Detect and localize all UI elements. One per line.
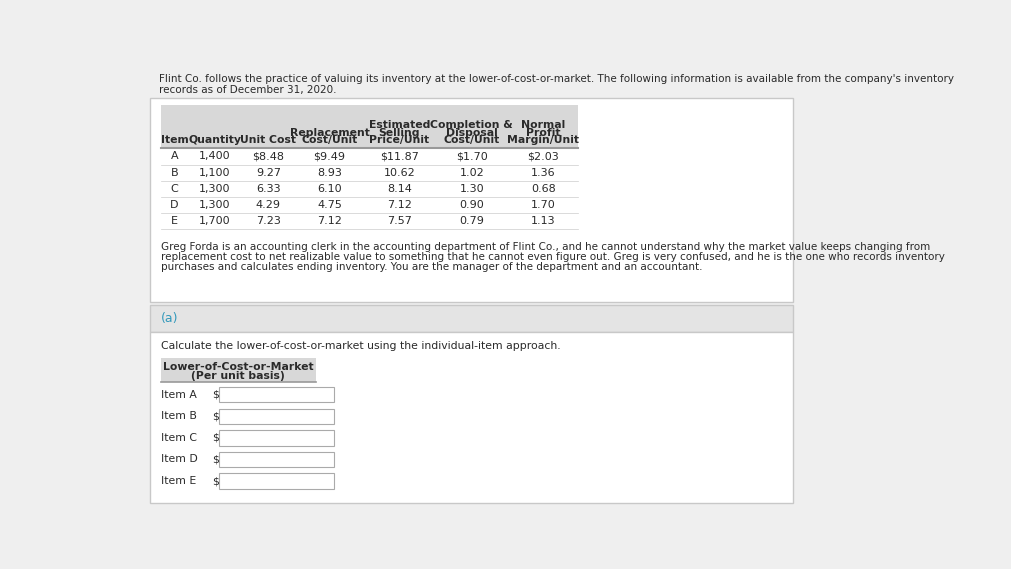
Text: 1.13: 1.13 (531, 216, 555, 226)
Bar (150, 332, 793, 502)
Text: 1.30: 1.30 (459, 184, 483, 194)
Text: 0.79: 0.79 (459, 216, 483, 226)
Text: 1,300: 1,300 (199, 200, 231, 210)
Text: Lower-of-Cost-or-Market: Lower-of-Cost-or-Market (163, 362, 313, 372)
Text: $: $ (211, 390, 218, 400)
Text: B: B (171, 168, 178, 178)
Text: purchases and calculates ending inventory. You are the manager of the department: purchases and calculates ending inventor… (161, 262, 702, 271)
Bar (219, 387, 334, 402)
Text: 1,100: 1,100 (199, 168, 231, 178)
Text: Item D: Item D (161, 455, 197, 464)
Text: C: C (171, 184, 178, 194)
Text: Item A: Item A (161, 390, 196, 400)
Text: 0.90: 0.90 (459, 200, 483, 210)
Text: 8.14: 8.14 (386, 184, 411, 194)
Text: Cost/Unit: Cost/Unit (301, 135, 357, 145)
Text: 7.23: 7.23 (256, 216, 280, 226)
Text: Unit Cost: Unit Cost (240, 135, 296, 145)
Bar (161, 197, 577, 213)
Text: $11.87: $11.87 (379, 151, 419, 162)
Text: Estimated: Estimated (368, 120, 430, 130)
Text: Quantity: Quantity (188, 135, 241, 145)
Text: Profit: Profit (526, 127, 560, 138)
Text: $: $ (211, 411, 218, 421)
Bar (219, 452, 334, 467)
Bar (150, 306, 793, 332)
Text: 0.68: 0.68 (531, 184, 555, 194)
Text: 6.10: 6.10 (316, 184, 342, 194)
Bar (219, 430, 334, 446)
Text: 6.33: 6.33 (256, 184, 280, 194)
Bar (219, 409, 334, 424)
Text: 9.27: 9.27 (256, 168, 280, 178)
Text: (Per unit basis): (Per unit basis) (191, 371, 285, 381)
Text: 1.02: 1.02 (459, 168, 483, 178)
Text: 1,300: 1,300 (199, 184, 231, 194)
Text: E: E (171, 216, 178, 226)
Text: Item B: Item B (161, 411, 196, 421)
Text: replacement cost to net realizable value to something that he cannot even figure: replacement cost to net realizable value… (161, 251, 943, 262)
Text: 1.70: 1.70 (531, 200, 555, 210)
Text: 1,700: 1,700 (199, 216, 231, 226)
Text: Cost/Unit: Cost/Unit (443, 135, 499, 145)
Text: 7.12: 7.12 (386, 200, 411, 210)
Text: Completion &: Completion & (430, 120, 513, 130)
Text: 1,400: 1,400 (199, 151, 231, 162)
Text: Item: Item (161, 135, 188, 145)
Bar (161, 181, 577, 197)
Text: Normal: Normal (521, 120, 565, 130)
Text: Calculate the lower-of-cost-or-market using the individual-item approach.: Calculate the lower-of-cost-or-market us… (161, 341, 560, 351)
Bar (161, 105, 577, 149)
Text: Margin/Unit: Margin/Unit (507, 135, 579, 145)
Text: Item C: Item C (161, 433, 196, 443)
Text: $: $ (211, 476, 218, 486)
Text: Price/Unit: Price/Unit (369, 135, 429, 145)
Text: 10.62: 10.62 (383, 168, 415, 178)
Text: 1.36: 1.36 (531, 168, 555, 178)
Bar (161, 164, 577, 181)
Bar (161, 149, 577, 164)
Text: A: A (171, 151, 178, 162)
Text: 4.75: 4.75 (316, 200, 342, 210)
Text: 7.57: 7.57 (386, 216, 411, 226)
Text: $2.03: $2.03 (527, 151, 559, 162)
Text: Disposal: Disposal (446, 127, 497, 138)
Text: 8.93: 8.93 (316, 168, 342, 178)
Text: $: $ (211, 455, 218, 464)
Text: $1.70: $1.70 (455, 151, 487, 162)
Bar (219, 473, 334, 489)
Text: 7.12: 7.12 (316, 216, 342, 226)
Text: 4.29: 4.29 (256, 200, 280, 210)
Bar (161, 358, 315, 382)
Text: Item E: Item E (161, 476, 196, 486)
Bar (161, 213, 577, 229)
Text: $: $ (211, 433, 218, 443)
Text: (a): (a) (161, 312, 178, 325)
Text: Selling: Selling (378, 127, 420, 138)
Text: Flint Co. follows the practice of valuing its inventory at the lower-of-cost-or-: Flint Co. follows the practice of valuin… (159, 75, 953, 84)
Bar (150, 97, 793, 302)
Text: Replacement: Replacement (289, 127, 369, 138)
Text: records as of December 31, 2020.: records as of December 31, 2020. (159, 85, 337, 95)
Text: $9.49: $9.49 (313, 151, 345, 162)
Text: Greg Forda is an accounting clerk in the accounting department of Flint Co., and: Greg Forda is an accounting clerk in the… (161, 241, 929, 251)
Text: $8.48: $8.48 (252, 151, 284, 162)
Text: D: D (170, 200, 179, 210)
